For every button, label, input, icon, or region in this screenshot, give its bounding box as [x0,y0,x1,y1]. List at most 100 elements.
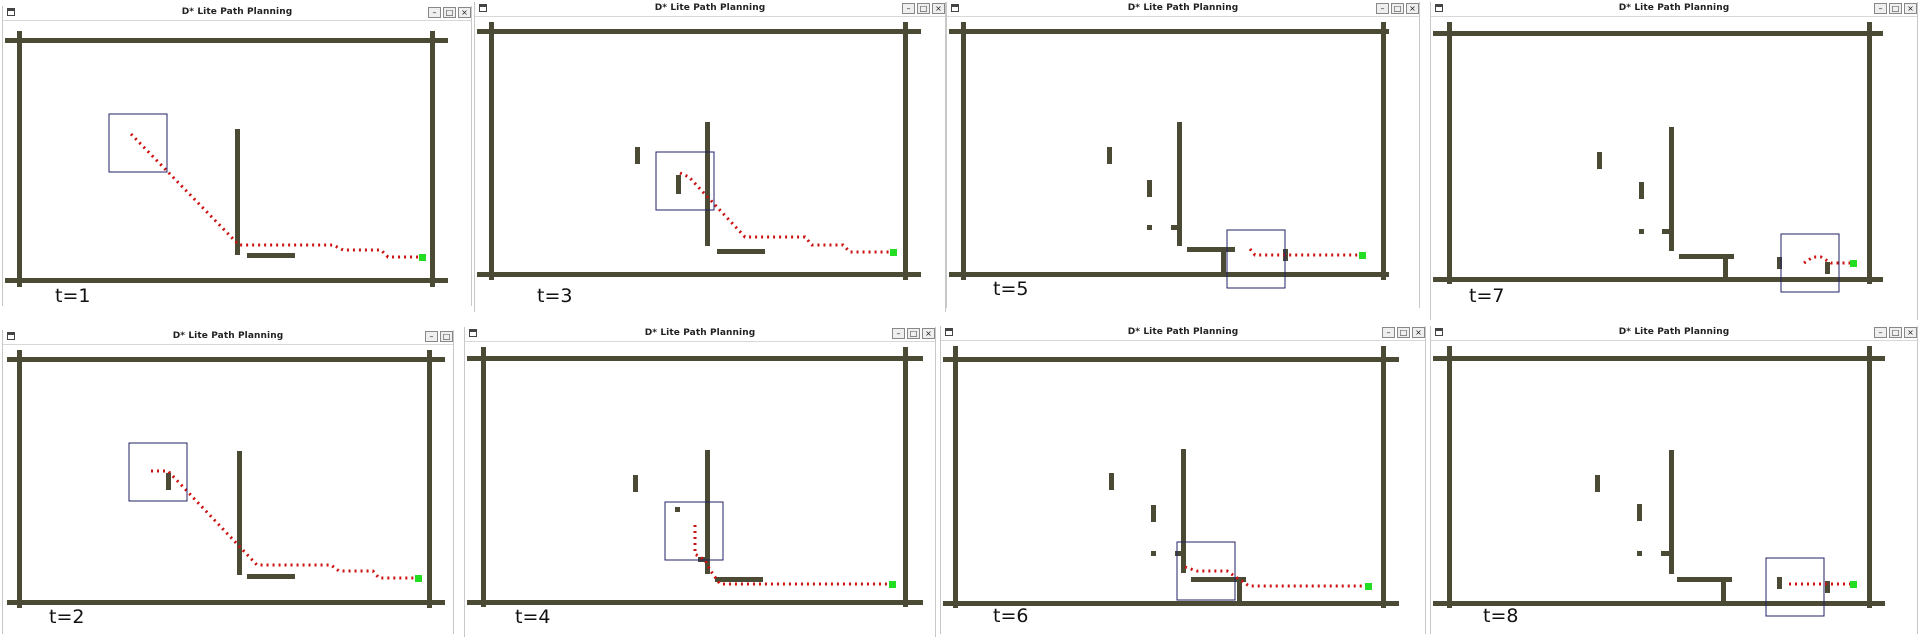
goal-marker [419,254,426,261]
window-titlebar[interactable]: D* Lite Path Planning – □ × [947,2,1419,17]
obstacles [1597,127,1830,279]
close-button[interactable]: × [1406,3,1419,14]
wall-top [5,38,448,43]
wall-top [7,357,445,362]
window-menu-icon[interactable] [951,4,959,12]
obstacle [705,450,710,574]
obstacle [1639,182,1644,199]
maximize-button[interactable]: □ [917,3,930,14]
grid-canvas [477,22,921,280]
close-button[interactable]: × [922,328,935,339]
window-titlebar[interactable]: D* Lite Path Planning – □ × [941,326,1425,341]
planner-window-t2: D* Lite Path Planning – □ t=2 [2,330,454,634]
window-menu-icon[interactable] [469,329,477,337]
maximize-button[interactable]: □ [1391,3,1404,14]
wall-top [1433,31,1883,36]
maximize-button[interactable]: □ [1397,327,1410,338]
obstacle [715,577,763,582]
sensor-window [128,442,188,502]
sensor-window [108,113,168,173]
window-menu-icon[interactable] [1435,328,1443,336]
planner-window-t4: D* Lite Path Planning – □ × t=4 [464,327,936,637]
obstacle [1187,247,1235,252]
obstacle [1639,229,1644,234]
goal-marker [1850,260,1857,267]
minimize-button[interactable]: – [902,3,915,14]
close-button[interactable]: × [932,3,945,14]
window-title: D* Lite Path Planning [654,3,766,13]
goal-marker [889,581,896,588]
wall-bottom [1433,277,1883,282]
goal-marker [1359,252,1366,259]
maximize-button[interactable]: □ [1889,3,1902,14]
obstacle [1171,225,1179,230]
minimize-button[interactable]: – [425,331,438,342]
sensor-window [1765,557,1825,617]
obstacle [1177,122,1182,246]
boundary-walls [949,22,1389,280]
obstacle [635,147,640,164]
obstacle [1661,551,1669,556]
obstacle [717,249,765,254]
window-title: D* Lite Path Planning [1127,3,1239,13]
planned-path [1803,255,1851,265]
wall-right [427,350,432,608]
obstacle [1637,551,1642,556]
obstacle [633,475,638,492]
wall-right [1381,22,1386,280]
planner-window-t8: D* Lite Path Planning – □ × t=8 [1430,326,1918,634]
window-titlebar[interactable]: D* Lite Path Planning – □ × [465,327,935,342]
window-titlebar[interactable]: D* Lite Path Planning – □ × [475,2,945,17]
obstacle [1662,229,1670,234]
window-titlebar[interactable]: D* Lite Path Planning – □ × [1431,326,1917,341]
wall-right [1867,346,1872,608]
sensor-window [1176,541,1236,601]
obstacle [675,507,680,512]
obstacles [166,451,295,579]
obstacles [235,129,295,258]
window-titlebar[interactable]: D* Lite Path Planning – □ [3,330,453,345]
boundary-walls [467,347,923,607]
maximize-button[interactable]: □ [440,331,453,342]
close-button[interactable]: × [1412,327,1425,338]
obstacles [1595,450,1830,601]
wall-top [477,29,921,34]
wall-left [489,22,494,280]
goal-marker [1850,581,1857,588]
obstacle [247,574,295,579]
planner-window-t1: D* Lite Path Planning – □ × t=1 [2,6,472,307]
wall-top [1433,356,1885,361]
sensor-window [655,151,715,211]
wall-right [903,347,908,607]
planner-window-t3: D* Lite Path Planning – □ × t=3 [474,2,946,312]
window-menu-icon[interactable] [7,332,15,340]
close-button[interactable]: × [1904,3,1917,14]
planner-window-t5: D* Lite Path Planning – □ × t=5 [946,2,1420,308]
time-step-label: t=5 [993,278,1029,300]
time-step-label: t=1 [55,285,91,307]
planner-window-t7: D* Lite Path Planning – □ × t=7 [1430,2,1918,320]
maximize-button[interactable]: □ [907,328,920,339]
maximize-button[interactable]: □ [1889,327,1902,338]
window-titlebar[interactable]: D* Lite Path Planning – □ × [1431,2,1917,17]
obstacle [1175,551,1183,556]
grid-canvas [949,22,1389,289]
grid-canvas [7,350,445,608]
wall-left [17,350,22,608]
minimize-button[interactable]: – [892,328,905,339]
window-menu-icon[interactable] [1435,4,1443,12]
minimize-button[interactable]: – [1382,327,1395,338]
obstacle [705,122,710,246]
minimize-button[interactable]: – [1874,3,1887,14]
window-menu-icon[interactable] [479,4,487,12]
close-button[interactable]: × [1904,327,1917,338]
minimize-button[interactable]: – [1874,327,1887,338]
close-button[interactable]: × [458,7,471,18]
maximize-button[interactable]: □ [443,7,456,18]
window-menu-icon[interactable] [945,328,953,336]
obstacle [1147,225,1152,230]
minimize-button[interactable]: – [428,7,441,18]
minimize-button[interactable]: – [1376,3,1389,14]
window-menu-icon[interactable] [7,8,15,16]
window-titlebar[interactable]: D* Lite Path Planning – □ × [3,6,471,21]
